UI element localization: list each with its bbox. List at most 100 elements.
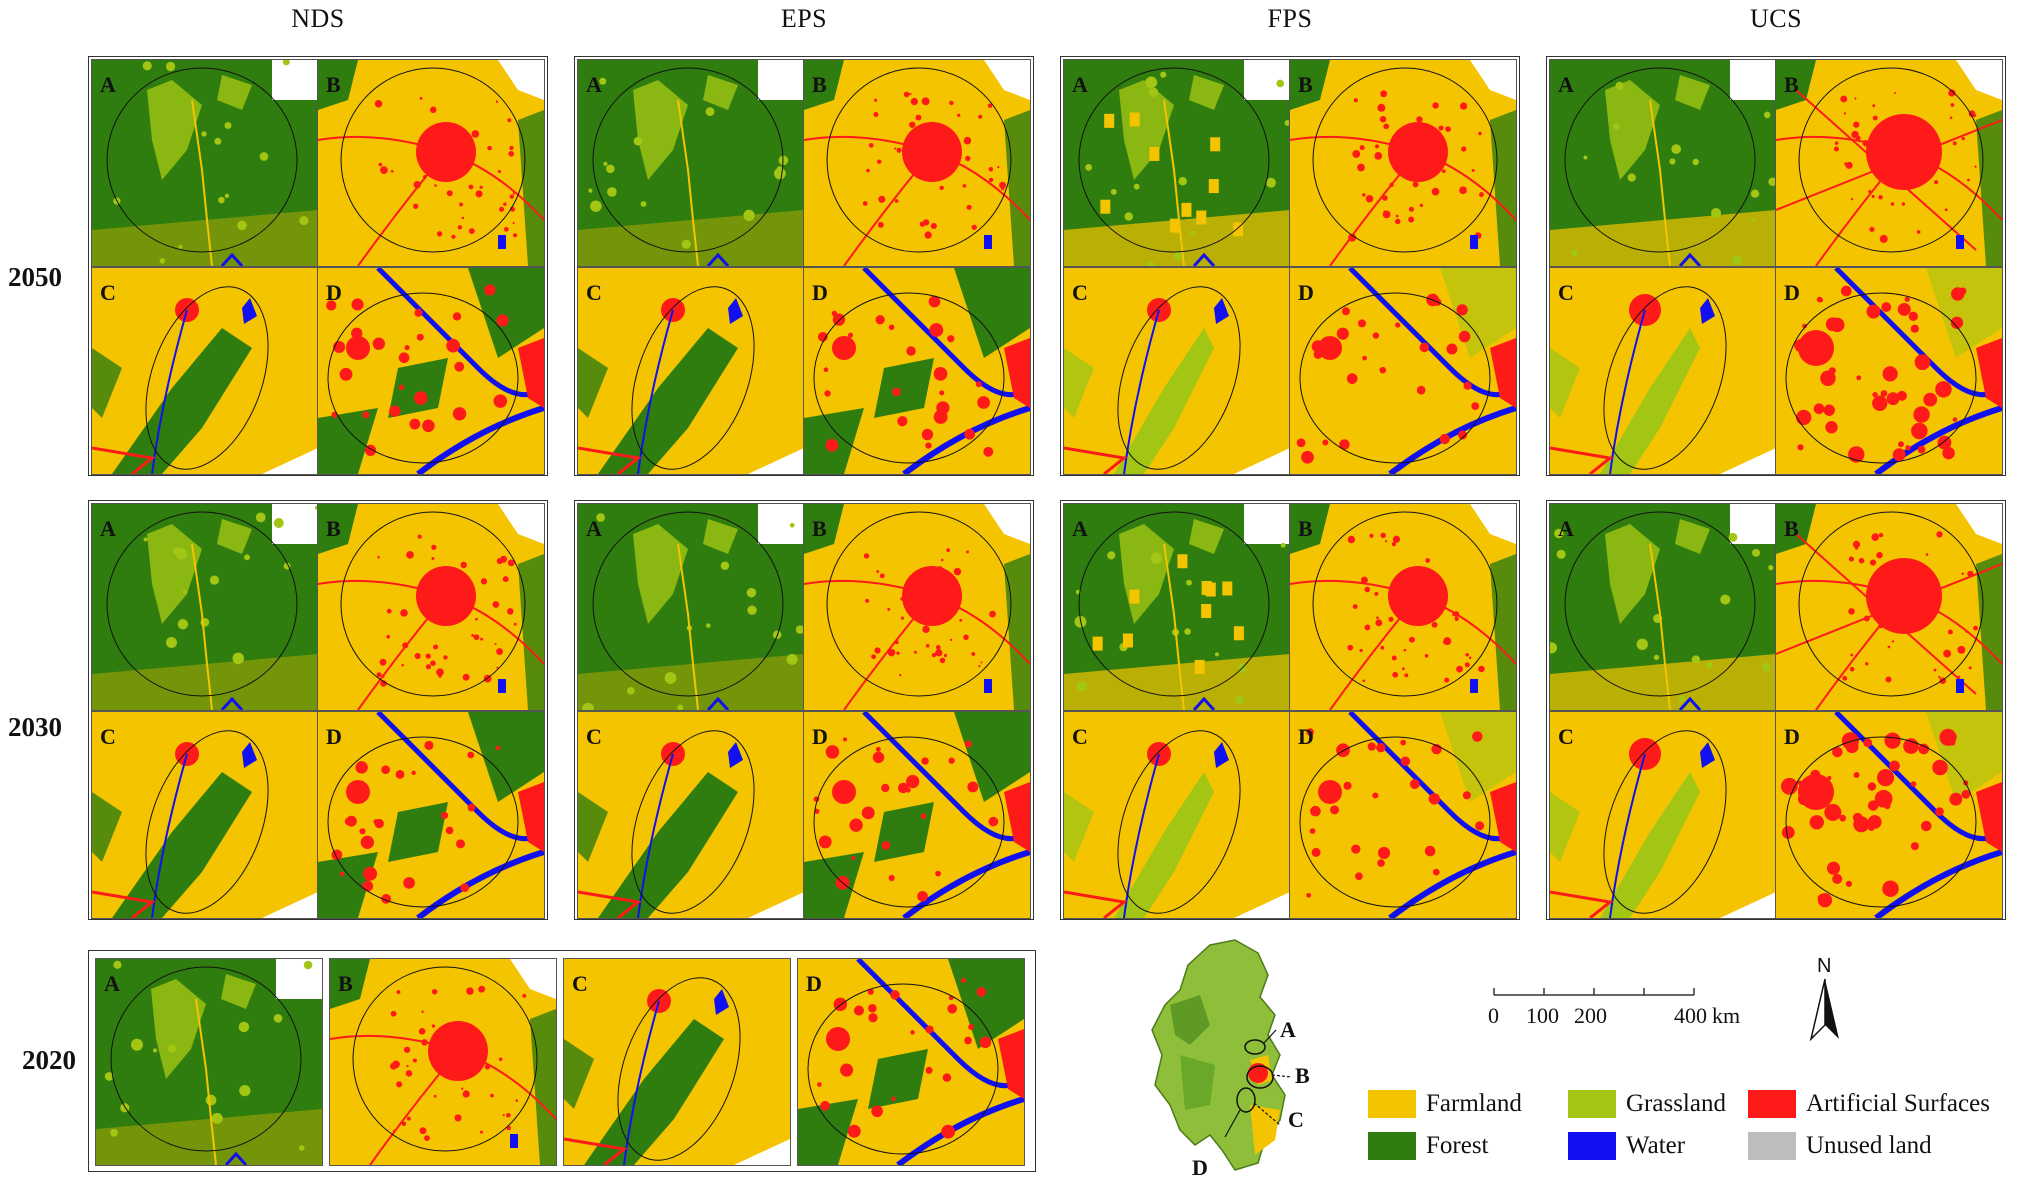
legend-swatch (1748, 1132, 1796, 1160)
map-panel-d: D (803, 711, 1031, 919)
panel-letter: D (806, 971, 822, 996)
scenario-header-ucs: UCS (1749, 4, 1803, 33)
map-panel-b: B (317, 59, 545, 267)
map-panel-d: D (317, 711, 545, 919)
panel-letter: C (1558, 724, 1574, 749)
north-arrow: N (1805, 955, 1845, 1045)
scenario-header-eps: EPS (780, 4, 828, 33)
map-group-eps-2030: A B C D (574, 500, 1034, 920)
scale-unit: km (1712, 1003, 1741, 1028)
panel-letter: C (1558, 280, 1574, 305)
map-panel-a: A (91, 59, 319, 267)
legend-item-water: Water (1568, 1132, 1685, 1160)
map-panel-b: B (803, 503, 1031, 711)
legend-item-artificial-surfaces: Artificial Surfaces (1748, 1090, 1990, 1118)
panel-letter: D (1784, 724, 1800, 749)
map-panel-a: A (1063, 59, 1291, 267)
legend-swatch (1748, 1090, 1796, 1118)
scale-label-200: 200 (1574, 1003, 1607, 1028)
panel-letter: A (586, 72, 602, 97)
panel-letter: A (1558, 72, 1574, 97)
map-panel-a: A (577, 59, 805, 267)
map-panel-c: C (1063, 711, 1291, 919)
map-panel-b: B (1775, 503, 2003, 711)
year-label-2050: 2050 (8, 262, 62, 292)
map-panel-d: D (1289, 711, 1517, 919)
legend: Farmland Grassland Artificial Surfaces Fore… (1368, 1090, 2018, 1180)
map-panel-b: B (803, 59, 1031, 267)
inset-label-a: A (1280, 1017, 1296, 1042)
map-panel-c: C (91, 267, 319, 475)
legend-swatch (1368, 1132, 1416, 1160)
legend-label: Farmland (1426, 1090, 1522, 1117)
map-panel-d: D (803, 267, 1031, 475)
map-panel-c: C (577, 711, 805, 919)
inset-label-c: C (1288, 1107, 1304, 1132)
panel-letter: B (1784, 72, 1799, 97)
map-panel-2020-a: A (95, 958, 323, 1166)
panel-letter: D (812, 280, 828, 305)
panel-letter: A (100, 72, 116, 97)
panel-letter: B (812, 72, 827, 97)
map-panel-2020-d: D (797, 958, 1025, 1166)
scenario-header-fps: FPS (1267, 4, 1313, 33)
map-panel-c: C (577, 267, 805, 475)
map-panel-a: A (577, 503, 805, 711)
map-panel-a: A (1549, 503, 1777, 711)
panel-letter: B (1784, 516, 1799, 541)
scenario-header-nds: NDS (291, 4, 345, 33)
panel-letter: D (1298, 280, 1314, 305)
map-panel-c: C (1063, 267, 1291, 475)
legend-label: Unused land (1806, 1132, 1932, 1159)
map-panel-c: C (1549, 267, 1777, 475)
panel-letter: C (572, 971, 588, 996)
legend-swatch (1568, 1132, 1616, 1160)
legend-label: Forest (1426, 1132, 1489, 1159)
panel-letter: B (326, 516, 341, 541)
north-letter: N (1817, 955, 1832, 977)
panel-letter: C (100, 280, 116, 305)
overview-inset-map: A B C D (1140, 935, 1340, 1180)
inset-label-d: D (1192, 1155, 1208, 1180)
legend-item-farmland: Farmland (1368, 1090, 1522, 1118)
panel-letter: C (100, 724, 116, 749)
panel-letter: A (104, 971, 120, 996)
panel-letter: D (812, 724, 828, 749)
panel-letter: A (1072, 516, 1088, 541)
scale-label-0: 0 (1488, 1003, 1499, 1028)
map-group-nds-2050: A B C D (88, 56, 548, 476)
year-label-2020: 2020 (22, 1045, 76, 1075)
legend-label: Grassland (1626, 1090, 1726, 1117)
legend-item-unused-land: Unused land (1748, 1132, 1932, 1160)
map-group-fps-2030: A B C D (1060, 500, 1520, 920)
panel-letter: B (1298, 516, 1313, 541)
scale-label-100: 100 (1526, 1003, 1559, 1028)
map-group-nds-2030: A B C D (88, 500, 548, 920)
panel-letter: B (338, 971, 353, 996)
map-panel-c: C (1549, 711, 1777, 919)
panel-letter: C (1072, 280, 1088, 305)
map-group-ucs-2030: A B C D (1546, 500, 2006, 920)
scale-bar: 0 100 200 400 km (1488, 985, 1740, 1035)
panel-letter: A (586, 516, 602, 541)
map-panel-d: D (1775, 711, 2003, 919)
map-group-ucs-2050: A B C D (1546, 56, 2006, 476)
inset-label-b: B (1295, 1063, 1310, 1088)
map-panel-a: A (1063, 503, 1291, 711)
map-panel-b: B (317, 503, 545, 711)
panel-letter: B (812, 516, 827, 541)
map-panel-d: D (1775, 267, 2003, 475)
panel-letter: A (1558, 516, 1574, 541)
map-panel-a: A (1549, 59, 1777, 267)
map-group-2020: A B C D (88, 950, 1036, 1172)
panel-letter: D (326, 724, 342, 749)
legend-swatch (1568, 1090, 1616, 1118)
map-panel-b: B (1775, 59, 2003, 267)
legend-swatch (1368, 1090, 1416, 1118)
panel-letter: A (100, 516, 116, 541)
map-panel-2020-b: B (329, 958, 557, 1166)
map-panel-c: C (91, 711, 319, 919)
map-panel-a: A (91, 503, 319, 711)
map-panel-d: D (1289, 267, 1517, 475)
panel-letter: D (1298, 724, 1314, 749)
